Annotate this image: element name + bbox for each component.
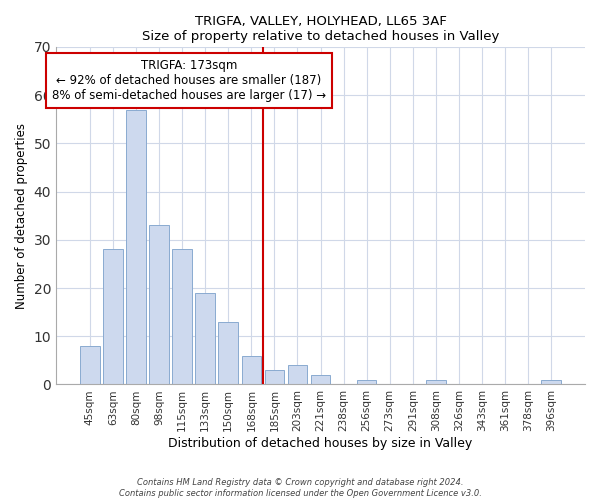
Bar: [196, 293, 215, 384]
Bar: [126, 110, 146, 384]
Bar: [172, 250, 192, 384]
Bar: [311, 375, 331, 384]
Bar: [357, 380, 376, 384]
Bar: [265, 370, 284, 384]
Title: TRIGFA, VALLEY, HOLYHEAD, LL65 3AF
Size of property relative to detached houses : TRIGFA, VALLEY, HOLYHEAD, LL65 3AF Size …: [142, 15, 499, 43]
Bar: [103, 250, 123, 384]
Bar: [242, 356, 261, 384]
Bar: [426, 380, 446, 384]
Bar: [287, 365, 307, 384]
Y-axis label: Number of detached properties: Number of detached properties: [15, 122, 28, 308]
X-axis label: Distribution of detached houses by size in Valley: Distribution of detached houses by size …: [169, 437, 473, 450]
Bar: [149, 226, 169, 384]
Text: Contains HM Land Registry data © Crown copyright and database right 2024.
Contai: Contains HM Land Registry data © Crown c…: [119, 478, 481, 498]
Bar: [541, 380, 561, 384]
Bar: [80, 346, 100, 385]
Bar: [218, 322, 238, 384]
Text: TRIGFA: 173sqm
← 92% of detached houses are smaller (187)
8% of semi-detached ho: TRIGFA: 173sqm ← 92% of detached houses …: [52, 59, 326, 102]
